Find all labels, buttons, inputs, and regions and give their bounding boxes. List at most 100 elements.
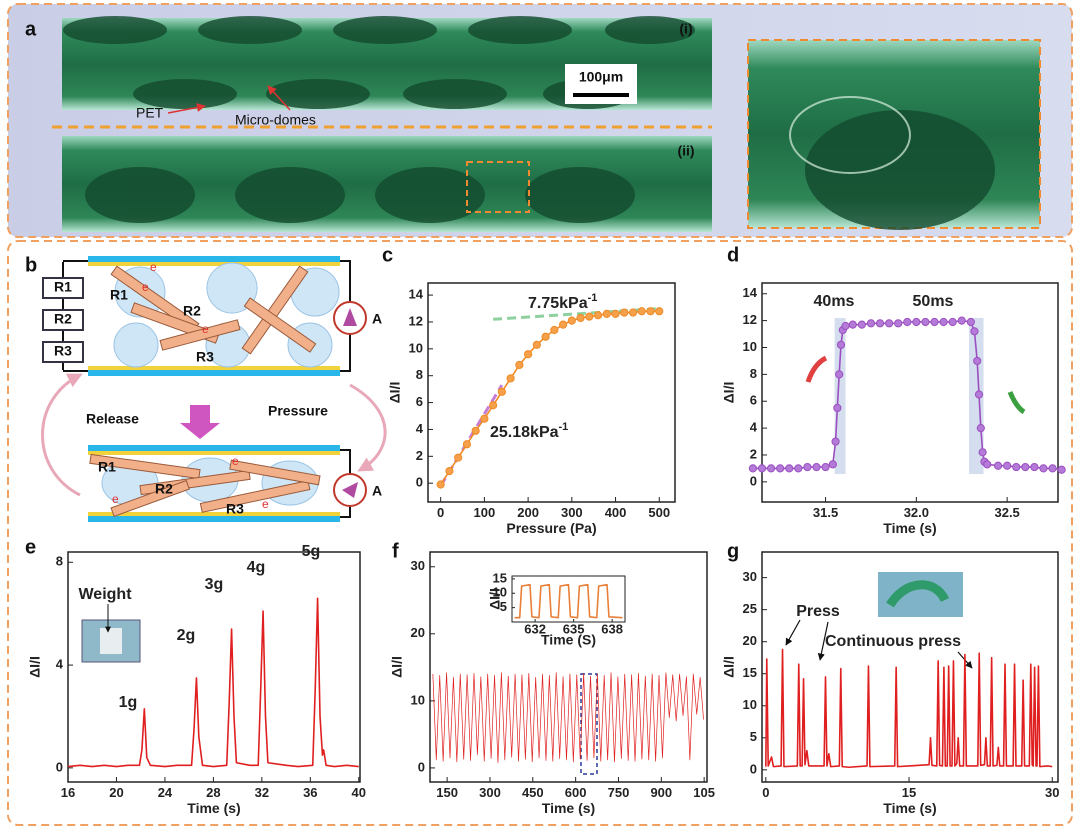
x-tick-label: 0	[762, 785, 769, 800]
y-tick-label: 2	[416, 448, 423, 463]
data-point	[593, 311, 603, 320]
y-tick-label: 12	[743, 312, 757, 327]
x-tick-label: 500	[648, 505, 670, 520]
plot-frame	[427, 282, 676, 503]
y-tick-label: 10	[409, 340, 423, 355]
electron-label: e	[262, 497, 269, 511]
y-tick-label: 0	[418, 759, 425, 774]
zoom-dome-edge	[789, 96, 911, 174]
fall-icon	[1007, 391, 1026, 415]
annotation: 2g	[177, 627, 196, 644]
data-point	[848, 320, 857, 329]
weight-block	[100, 628, 122, 654]
annotation: 3g	[205, 576, 224, 593]
data-point	[620, 308, 629, 317]
data-point	[585, 312, 594, 321]
x-tick-label: 0	[437, 505, 444, 520]
data-point	[857, 320, 866, 329]
data-point	[757, 464, 767, 473]
y-tick-label: 14	[743, 285, 758, 300]
data-point	[1048, 464, 1057, 473]
panel-label: d	[727, 244, 739, 266]
data-point	[828, 460, 837, 469]
zoom-dome	[805, 110, 995, 230]
y-tick-label: 6	[750, 393, 757, 408]
data-point	[748, 464, 758, 473]
x-tick-label: 20	[109, 785, 123, 800]
data-point	[803, 462, 812, 472]
x-tick-label: 450	[522, 785, 544, 800]
data-line	[752, 319, 1062, 471]
data-point	[576, 313, 585, 323]
data-point	[939, 317, 948, 327]
data-point	[930, 317, 939, 327]
panel-label: e	[25, 536, 36, 558]
y-tick-label: 30	[743, 569, 757, 584]
data-point	[436, 480, 445, 489]
x-tick-label: 638	[601, 622, 623, 637]
data-line	[514, 583, 623, 619]
data-point	[1012, 462, 1021, 472]
y-axis-title: ΔI/I	[721, 382, 737, 404]
data-point	[628, 308, 638, 317]
x-tick-label: 300	[561, 505, 583, 520]
y-tick-label: 0	[750, 473, 757, 488]
data-point	[1057, 465, 1066, 474]
data-point	[646, 307, 655, 316]
data-point	[970, 327, 979, 336]
data-point	[497, 387, 506, 396]
x-tick-label: 40	[352, 785, 366, 800]
data-line	[432, 672, 704, 763]
data-point	[1039, 464, 1048, 473]
data-point	[766, 464, 776, 473]
plot-frame	[761, 282, 1059, 503]
domes-label: Micro-domes	[235, 112, 316, 128]
y-tick-label: 8	[750, 366, 757, 381]
y-tick-label: 10	[743, 697, 757, 712]
plot-frame	[761, 551, 1059, 783]
panel-label: a	[25, 18, 37, 40]
meter-label: A	[372, 483, 382, 499]
data-point	[833, 403, 842, 413]
y-tick-label: 15	[493, 570, 507, 585]
data-point	[489, 401, 498, 410]
electron-label: e	[150, 260, 157, 274]
electron-label: e	[112, 492, 119, 506]
x-axis-title: Time (s)	[187, 800, 240, 816]
data-point	[966, 317, 975, 327]
data-line	[67, 597, 359, 768]
data-point	[794, 464, 803, 473]
panel-label: c	[382, 244, 393, 266]
data-point	[611, 309, 620, 319]
contact-label: R2	[183, 303, 201, 319]
annotation-sup: -1	[559, 421, 569, 433]
resistor-label: R3	[54, 343, 72, 359]
shaded-span	[834, 318, 846, 474]
press-arrow	[785, 619, 801, 646]
y-tick-label: 4	[56, 657, 64, 672]
data-point	[836, 340, 846, 349]
hand	[886, 580, 950, 608]
data-point	[993, 461, 1003, 470]
annotation: 5g	[302, 543, 321, 560]
data-point	[835, 370, 844, 379]
y-tick-label: 0	[56, 759, 63, 774]
label-i: (i)	[679, 21, 692, 37]
data-point	[978, 448, 987, 457]
y-axis-title: ΔI/I	[721, 656, 737, 678]
x-axis-title: Time (s)	[883, 520, 936, 536]
y-tick-label: 10	[743, 339, 757, 354]
y-tick-label: 2	[750, 446, 757, 461]
x-tick-label: 300	[479, 785, 501, 800]
x-tick-label: 30	[1045, 785, 1059, 800]
annotation: 4g	[247, 559, 266, 576]
x-tick-label: 750	[608, 785, 630, 800]
annotation: 25.18kPa-1	[490, 421, 568, 441]
plot-frame	[429, 551, 708, 783]
data-point	[948, 317, 957, 327]
x-tick-label: 632	[524, 622, 546, 637]
x-axis-title: Time (S)	[541, 632, 596, 648]
x-tick-label: 31.5	[813, 505, 838, 520]
x-tick-label: 105	[693, 785, 715, 800]
